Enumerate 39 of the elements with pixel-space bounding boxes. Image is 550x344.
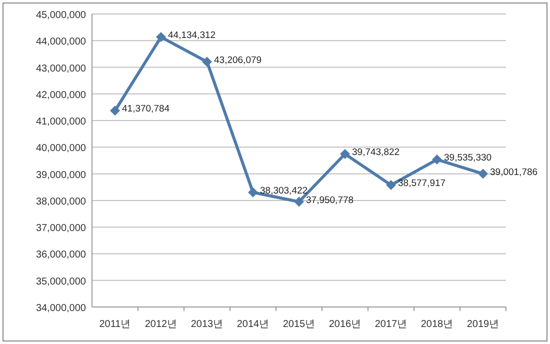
y-tick-label: 45,000,000 [36, 10, 86, 21]
x-tick-label: 2019년 [466, 319, 500, 330]
y-tick-label: 40,000,000 [36, 143, 86, 154]
data-label: 38,577,917 [398, 178, 446, 190]
x-tick-label: 2013년 [190, 319, 224, 330]
x-tick-label: 2012년 [144, 319, 178, 330]
data-label: 37,950,778 [306, 194, 354, 206]
x-tick-label: 2018년 [420, 319, 454, 330]
data-label: 39,535,330 [444, 152, 492, 164]
y-tick-label: 44,000,000 [36, 36, 86, 48]
point [386, 180, 396, 190]
point [294, 196, 304, 207]
x-tick-label: 2016년 [328, 319, 362, 330]
data-label: 44,134,312 [168, 30, 216, 42]
y-tick-label: 34,000,000 [36, 303, 86, 314]
data-label: 39,001,786 [490, 166, 538, 178]
y-tick-label: 37,000,000 [36, 223, 86, 234]
x-tick-label: 2015년 [282, 319, 316, 330]
point [248, 187, 258, 198]
point [432, 154, 442, 165]
y-tick-label: 35,000,000 [36, 276, 86, 288]
point [156, 32, 166, 42]
data-label: 39,743,822 [352, 147, 400, 158]
x-tick-label: 2017년 [374, 319, 408, 330]
x-tick-label: 2014년 [236, 319, 270, 330]
data-label: 43,206,079 [214, 54, 262, 66]
y-tick-label: 38,000,000 [36, 196, 86, 208]
data-label: 41,370,784 [122, 104, 170, 115]
y-tick-label: 41,000,000 [36, 116, 86, 128]
y-tick-label: 39,000,000 [36, 170, 86, 181]
point [340, 149, 350, 160]
data-label: 38,303,422 [260, 185, 308, 196]
point [478, 168, 488, 179]
point [110, 106, 120, 116]
x-tick-label: 2011년 [99, 319, 131, 330]
y-tick-label: 36,000,000 [36, 250, 86, 261]
point [202, 56, 212, 67]
y-tick-label: 42,000,000 [36, 90, 86, 101]
y-tick-label: 43,000,000 [36, 63, 86, 74]
